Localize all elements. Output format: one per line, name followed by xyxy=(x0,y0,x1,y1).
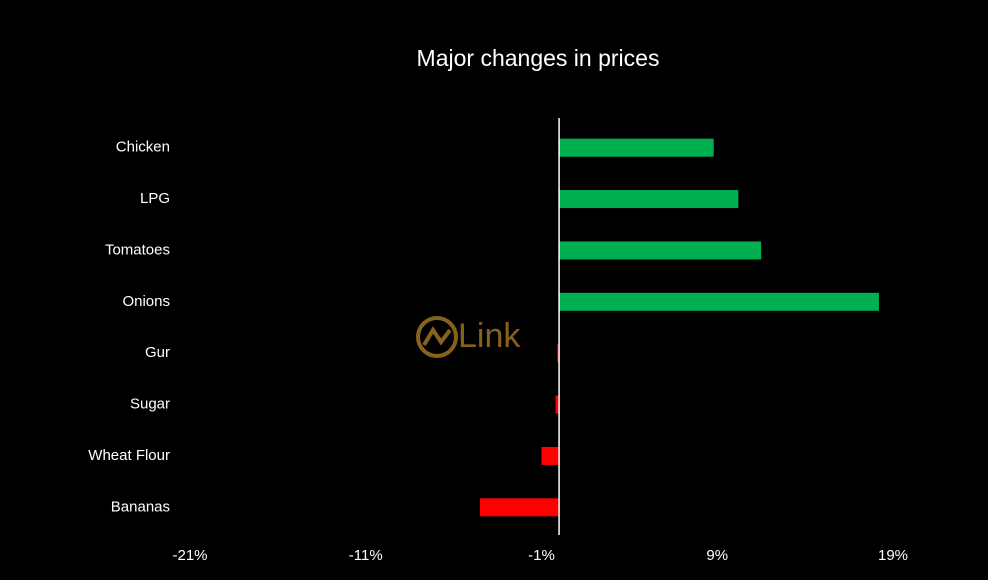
bar xyxy=(555,395,560,414)
y-tick-label: Tomatoes xyxy=(105,241,170,258)
x-tick-label: -1% xyxy=(528,547,555,564)
x-tick-label: 9% xyxy=(706,547,728,564)
watermark-zigzag xyxy=(422,326,452,347)
watermark-text: Link xyxy=(458,317,521,355)
y-tick-label: Chicken xyxy=(116,139,170,156)
watermark-logo xyxy=(416,316,458,358)
watermark-ring xyxy=(416,316,458,358)
x-tick-label: -11% xyxy=(349,547,383,564)
y-tick-label: Bananas xyxy=(111,498,170,515)
y-tick-label: Wheat Flour xyxy=(88,447,170,464)
bar xyxy=(479,498,560,517)
y-tick-label: LPG xyxy=(140,190,170,207)
bar xyxy=(541,446,560,465)
chart-title: Major changes in prices xyxy=(417,45,660,71)
y-tick-label: Gur xyxy=(145,344,170,361)
bar xyxy=(559,190,739,209)
bar xyxy=(557,344,560,363)
x-tick-label: -21% xyxy=(172,547,207,564)
y-tick-label: Onions xyxy=(122,293,170,310)
bar xyxy=(559,241,762,260)
x-tick-label: 19% xyxy=(878,547,908,564)
bar xyxy=(559,292,879,311)
y-tick-label: Sugar xyxy=(130,396,170,413)
bar xyxy=(559,138,714,157)
